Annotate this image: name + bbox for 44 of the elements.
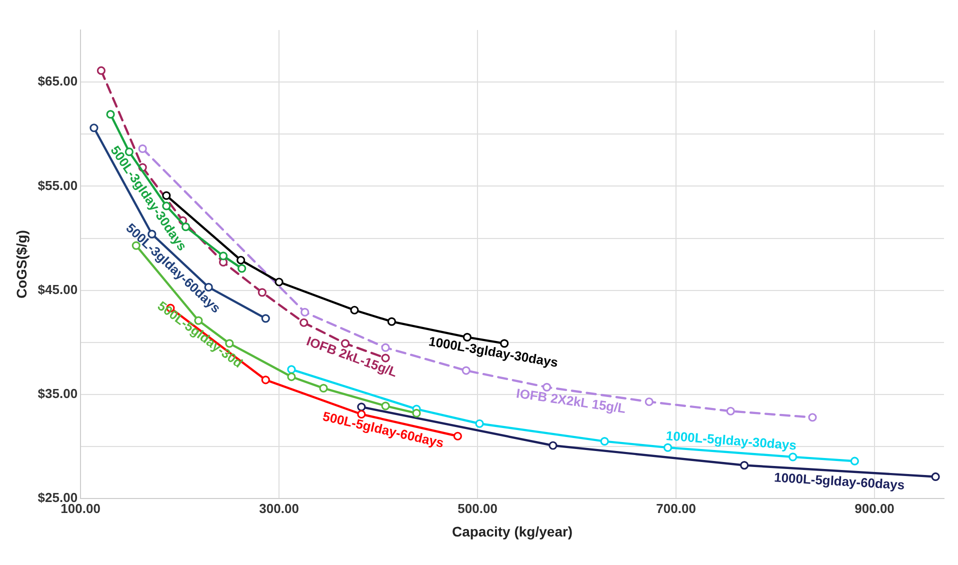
point (931, 472, 940, 482)
point (96, 66, 106, 75)
point (453, 432, 462, 440)
point (740, 460, 749, 470)
y-tick-label: $55.00 (38, 178, 78, 193)
y-tick-label: $45.00 (38, 282, 78, 297)
point (340, 339, 350, 348)
point (475, 419, 484, 428)
point (236, 256, 246, 264)
x-tick-label: 900.00 (854, 500, 894, 516)
point (258, 288, 266, 297)
point (357, 402, 366, 412)
point (218, 252, 228, 260)
y-tick-label: $65.00 (38, 74, 78, 89)
point (381, 402, 390, 410)
x-tick-label: 700.00 (656, 500, 696, 516)
point (238, 264, 246, 273)
point (300, 318, 308, 327)
series-label: 1000L-5glday-60days (774, 470, 905, 492)
point (274, 278, 284, 286)
x-tick-label: 500.00 (458, 500, 498, 516)
point (350, 306, 359, 314)
point (300, 308, 310, 316)
text: IOFB 2X2kL 15g/L (515, 386, 627, 416)
x-tick-label: 300.00 (259, 500, 299, 516)
point (90, 124, 98, 132)
point (548, 441, 558, 450)
x-axis-title: Capacity (kg/year) (452, 523, 573, 540)
point (788, 452, 798, 462)
y-axis-title: CoGS($/g) (13, 230, 30, 299)
point (600, 437, 609, 446)
y-tick-label: $35.00 (38, 386, 78, 402)
point (261, 376, 270, 384)
point (261, 314, 270, 323)
point (644, 397, 654, 406)
point (808, 413, 817, 422)
point (287, 365, 296, 374)
point (287, 372, 296, 382)
point (319, 384, 328, 393)
point (850, 456, 859, 466)
point (106, 110, 115, 119)
point (387, 317, 396, 326)
series-label: 1000L-5glday-30days (665, 428, 797, 453)
point (726, 406, 735, 416)
